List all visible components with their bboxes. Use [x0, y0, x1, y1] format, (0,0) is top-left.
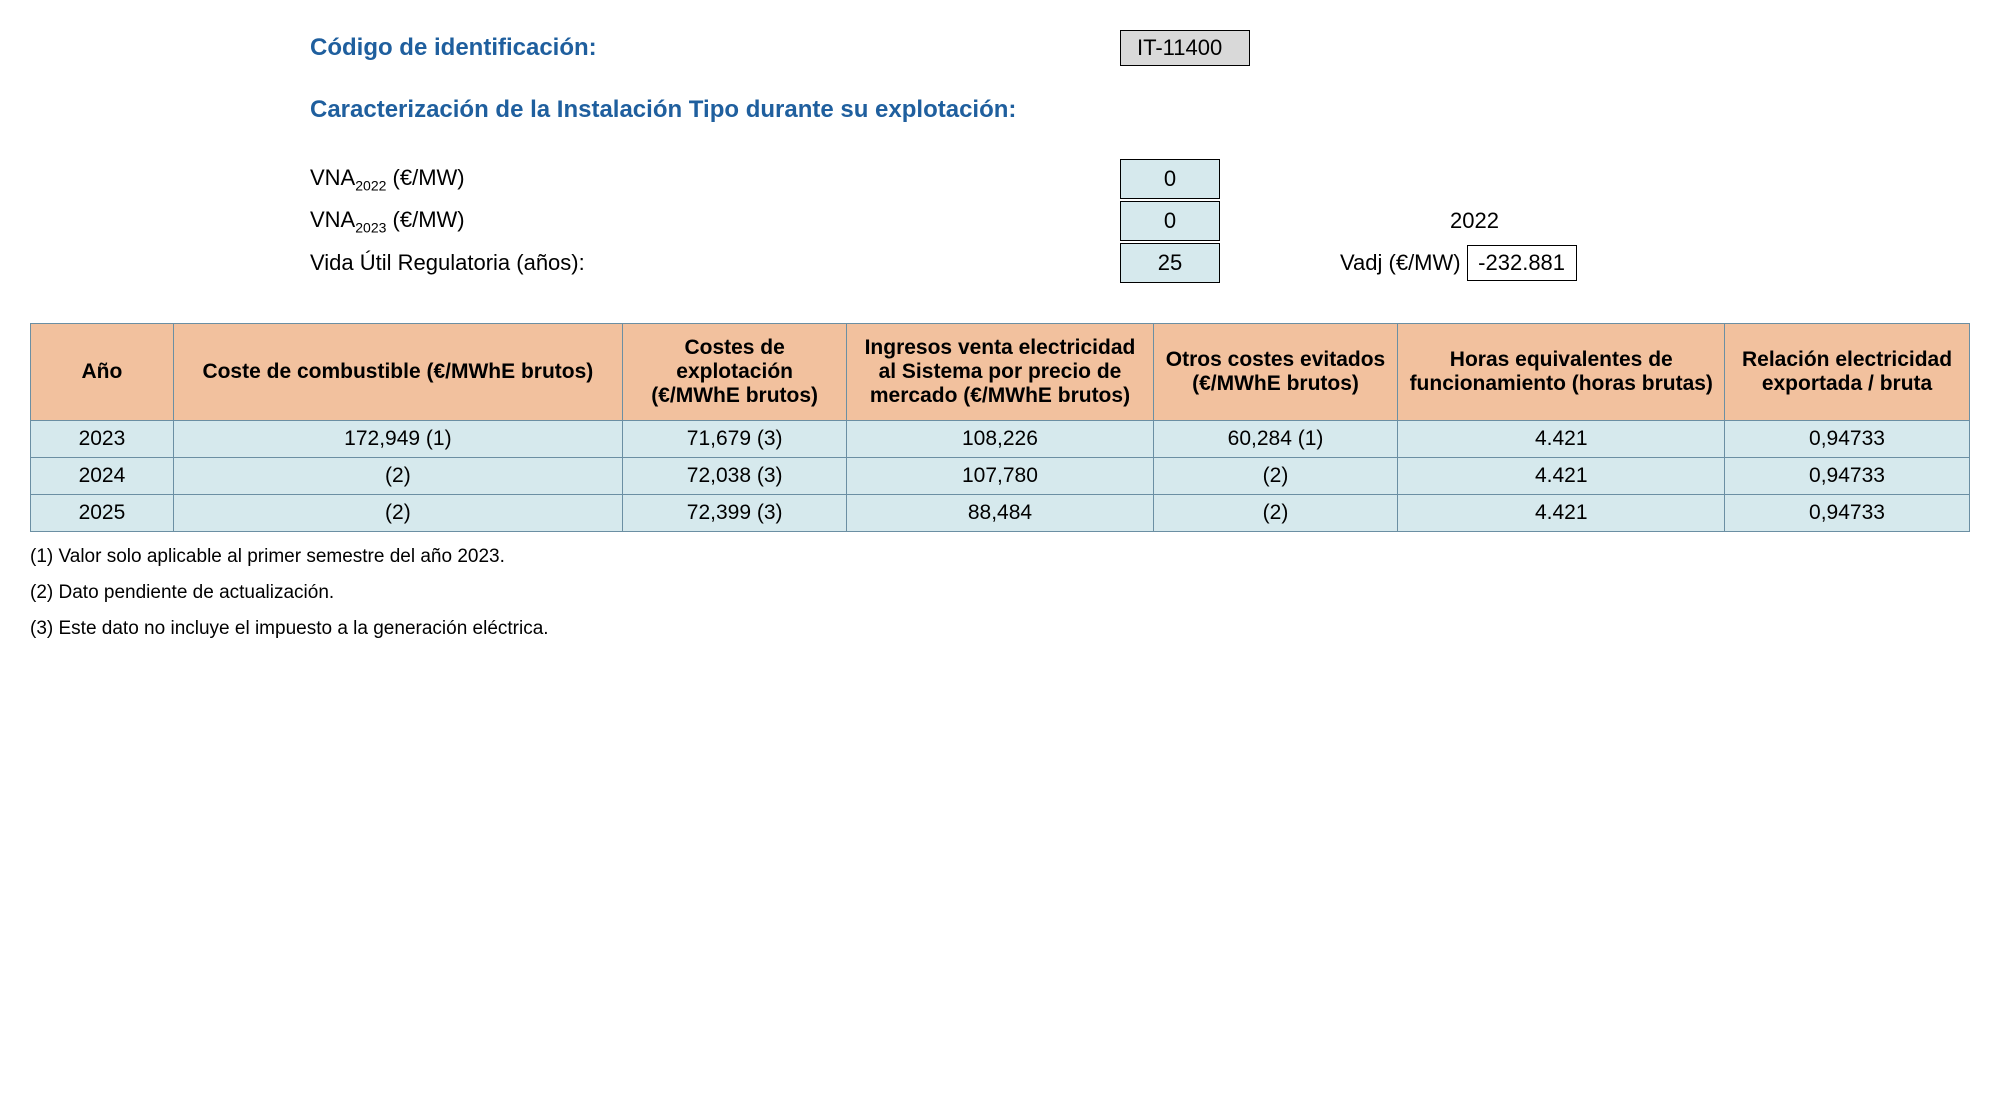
col-avoid: Otros costes evitados (€/MWhE brutos): [1153, 324, 1398, 421]
table-cell: 4.421: [1398, 495, 1725, 532]
table-cell: 71,679 (3): [622, 421, 847, 458]
section-title: Caracterización de la Instalación Tipo d…: [310, 96, 1970, 124]
table-cell: (2): [173, 495, 622, 532]
col-fuel: Coste de combustible (€/MWhE brutos): [173, 324, 622, 421]
id-label: Código de identificación:: [310, 34, 1120, 62]
table-cell: 0,94733: [1725, 458, 1970, 495]
footnote: (1) Valor solo aplicable al primer semes…: [30, 546, 1970, 568]
vna2023-label: VNA2023 (€/MW): [310, 207, 1120, 235]
table-cell: 88,484: [847, 495, 1153, 532]
year-extra: 2022: [1450, 208, 1499, 234]
table-cell: (2): [173, 458, 622, 495]
table-cell: (2): [1153, 458, 1398, 495]
table-cell: 2023: [31, 421, 174, 458]
table-cell: (2): [1153, 495, 1398, 532]
table-cell: 4.421: [1398, 458, 1725, 495]
table-cell: 60,284 (1): [1153, 421, 1398, 458]
table-cell: 4.421: [1398, 421, 1725, 458]
vadj-value: -232.881: [1467, 245, 1577, 281]
id-value-box: IT-11400: [1120, 30, 1250, 66]
footnote: (3) Este dato no incluye el impuesto a l…: [30, 618, 1970, 640]
data-table: Año Coste de combustible (€/MWhE brutos)…: [30, 323, 1970, 532]
vna2023-value: 0: [1120, 201, 1220, 241]
footnote: (2) Dato pendiente de actualización.: [30, 582, 1970, 604]
table-header-row: Año Coste de combustible (€/MWhE brutos)…: [31, 324, 1970, 421]
col-year: Año: [31, 324, 174, 421]
footnotes: (1) Valor solo aplicable al primer semes…: [30, 546, 1970, 640]
table-cell: 72,399 (3): [622, 495, 847, 532]
table-cell: 2025: [31, 495, 174, 532]
table-cell: 172,949 (1): [173, 421, 622, 458]
vna2022-label: VNA2022 (€/MW): [310, 165, 1120, 193]
table-row: 2025(2)72,399 (3)88,484(2)4.4210,94733: [31, 495, 1970, 532]
table-row: 2023172,949 (1)71,679 (3)108,22660,284 (…: [31, 421, 1970, 458]
table-cell: 2024: [31, 458, 174, 495]
col-ratio: Relación electricidad exportada / bruta: [1725, 324, 1970, 421]
table-cell: 108,226: [847, 421, 1153, 458]
col-rev: Ingresos venta electricidad al Sistema p…: [847, 324, 1153, 421]
col-hours: Horas equivalentes de funcionamiento (ho…: [1398, 324, 1725, 421]
vna2022-value: 0: [1120, 159, 1220, 199]
table-cell: 0,94733: [1725, 421, 1970, 458]
table-cell: 107,780: [847, 458, 1153, 495]
table-cell: 0,94733: [1725, 495, 1970, 532]
life-value: 25: [1120, 243, 1220, 283]
col-exp: Costes de explotación (€/MWhE brutos): [622, 324, 847, 421]
table-row: 2024(2)72,038 (3)107,780(2)4.4210,94733: [31, 458, 1970, 495]
vadj-label: Vadj (€/MW): [1340, 250, 1461, 276]
life-label: Vida Útil Regulatoria (años):: [310, 250, 1120, 276]
table-cell: 72,038 (3): [622, 458, 847, 495]
